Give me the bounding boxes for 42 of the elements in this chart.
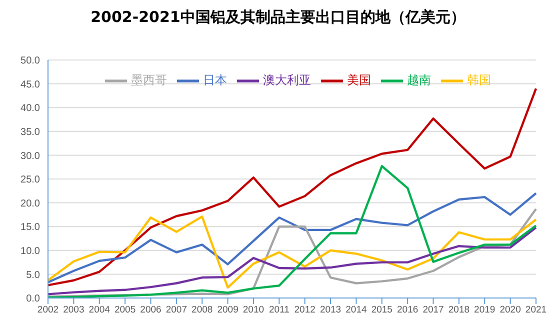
legend-label: 澳大利亚 — [263, 73, 311, 88]
x-tick-label: 2019 — [474, 304, 496, 316]
x-tick-label: 2008 — [192, 304, 213, 316]
x-tick-label: 2018 — [448, 304, 470, 316]
x-tick-label: 2017 — [422, 304, 444, 316]
legend-label: 美国 — [347, 73, 371, 88]
y-tick-label: 35.0 — [20, 126, 40, 138]
legend-label: 墨西哥 — [131, 73, 167, 88]
line-series — [46, 87, 538, 286]
x-tick-label: 2004 — [88, 304, 110, 316]
y-tick-label: 30.0 — [20, 150, 40, 162]
x-tick-label: 2013 — [320, 304, 342, 316]
x-tick-label: 2020 — [500, 304, 521, 316]
x-tick-label: 2016 — [397, 304, 418, 316]
y-tick-label: 50.0 — [20, 56, 40, 67]
y-tick-label: 10.0 — [20, 246, 40, 257]
x-tick-label: 2012 — [294, 304, 316, 316]
y-tick-label: 45.0 — [20, 79, 40, 90]
chart-title: 2002-2021中国铝及其制品主要出口目的地（亿美元） — [90, 8, 466, 28]
legend-label: 越南 — [407, 73, 431, 88]
x-tick-label: 2009 — [217, 304, 238, 316]
line-series — [46, 192, 538, 284]
y-tick-label: 5.0 — [26, 270, 40, 281]
x-tick-label: 2011 — [268, 304, 290, 316]
x-tick-label: 2010 — [242, 304, 264, 316]
y-tick-label: 20.0 — [20, 198, 40, 210]
line-series — [46, 216, 538, 289]
x-tick-label: 2015 — [371, 304, 392, 316]
x-tick-label: 2007 — [166, 304, 187, 316]
x-tick-label: 2014 — [346, 304, 367, 316]
legend-label: 日本 — [203, 73, 227, 88]
x-tick-label: 2005 — [114, 304, 136, 316]
x-tick-label: 2002 — [37, 304, 59, 316]
y-tick-label: 0.0 — [26, 294, 40, 305]
y-tick-label: 25.0 — [20, 174, 40, 186]
x-tick-label: 2021 — [525, 304, 547, 316]
legend-label: 韩国 — [467, 73, 491, 88]
x-tick-label: 2003 — [63, 304, 84, 316]
y-tick-label: 40.0 — [20, 103, 40, 114]
x-tick-label: 2006 — [140, 304, 162, 316]
y-tick-label: 15.0 — [20, 222, 40, 234]
line-series — [46, 226, 538, 296]
